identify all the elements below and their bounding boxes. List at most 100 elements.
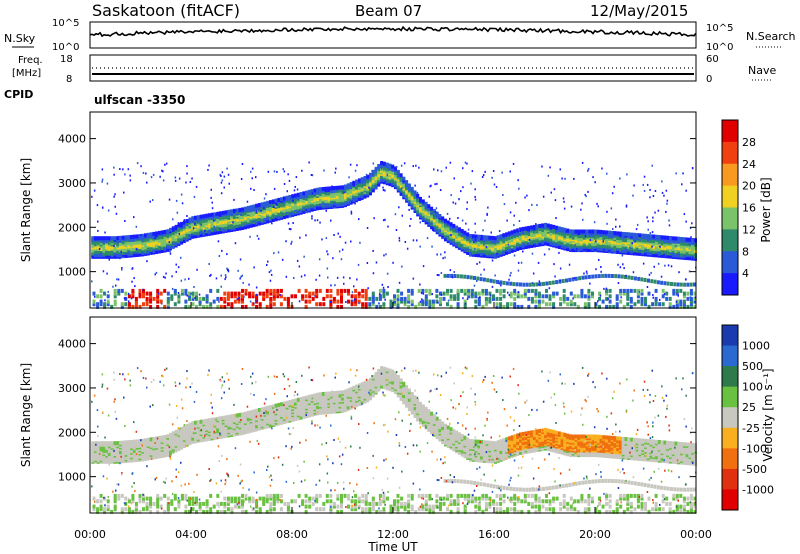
power-near-cell (332, 296, 336, 301)
power-near-cell (495, 296, 499, 301)
power-near-cell (110, 304, 114, 309)
power-speckle (250, 187, 252, 190)
power-near-cell (340, 291, 343, 296)
power-speckle (305, 234, 307, 237)
power-near-cell (149, 291, 153, 296)
power-near-cell (477, 302, 481, 307)
power-near-cell (340, 304, 343, 309)
power-near-cell (640, 288, 644, 293)
power-speckle (213, 225, 215, 228)
power-speckle (121, 268, 123, 271)
power-speckle (293, 277, 295, 279)
power-speckle (558, 251, 560, 254)
power-band-cell (149, 232, 153, 237)
power-lower-band-cell (469, 275, 473, 280)
power-near-cell (389, 302, 393, 307)
velocity-band-cell (216, 416, 220, 421)
power-speckle (149, 200, 151, 203)
power-speckle (273, 206, 275, 209)
power-near-cell (417, 288, 421, 293)
power-near-cell (541, 294, 545, 299)
power-speckle (638, 290, 641, 293)
power-near-cell (633, 302, 637, 307)
power-speckle (541, 224, 544, 227)
power-near-cell (400, 299, 404, 304)
power-speckle (145, 172, 147, 175)
power-lower-band-cell (558, 279, 562, 284)
power-near-cell (219, 296, 223, 301)
power-near-cell (449, 296, 453, 301)
power-near-cell (608, 304, 612, 309)
power-speckle (517, 261, 520, 264)
power-speckle (594, 181, 596, 184)
power-band-cell (235, 208, 239, 213)
power-near-cell (682, 294, 686, 299)
power-speckle (325, 209, 327, 212)
power-lower-band-cell (538, 282, 542, 287)
power-speckle (382, 186, 384, 189)
power-speckle (227, 173, 230, 176)
power-speckle (208, 263, 210, 265)
power-near-cell (393, 299, 396, 304)
power-near-cell (198, 299, 202, 304)
velocity-band-cell (163, 434, 167, 439)
power-band-cell (616, 231, 620, 236)
power-near-cell (665, 291, 669, 296)
power-speckle (515, 201, 517, 204)
power-speckle (172, 218, 174, 221)
power-near-cell (375, 304, 379, 309)
power-near-cell (142, 302, 145, 307)
power-band-cell (305, 190, 309, 195)
power-band-cell (363, 176, 367, 180)
power-near-cell (301, 294, 305, 299)
power-band-cell (269, 200, 272, 205)
power-near-cell (665, 296, 669, 301)
power-speckle (242, 281, 244, 284)
power-band-cell (560, 227, 564, 232)
power-near-cell (545, 294, 548, 299)
power-near-cell (163, 304, 167, 309)
power-speckle (180, 256, 182, 259)
power-near-cell (103, 302, 107, 307)
noise-right-tick-bottom: 10^0 (706, 42, 733, 53)
power-near-cell (499, 302, 503, 307)
power-speckle (493, 183, 496, 186)
power-speckle (251, 167, 254, 170)
power-speckle (220, 192, 223, 195)
power-band-cell (630, 232, 634, 237)
power-near-cell (308, 299, 312, 304)
power-near-cell (343, 288, 347, 293)
power-speckle (689, 296, 692, 299)
power-speckle (642, 183, 644, 186)
power-band-cell (185, 219, 189, 223)
velocity-band-cell (246, 410, 250, 415)
power-speckle (114, 193, 116, 196)
power-speckle (218, 255, 221, 257)
power-speckle (419, 300, 422, 303)
power-band-cell (566, 228, 570, 233)
power-speckle (449, 217, 451, 220)
power-speckle (613, 185, 615, 188)
power-speckle (573, 277, 576, 280)
power-near-cell (205, 299, 209, 304)
power-speckle (513, 224, 515, 227)
power-speckle (559, 168, 561, 171)
power-near-cell (226, 296, 230, 301)
power-colorbar-swatch (722, 120, 738, 143)
power-band-cell (641, 233, 645, 238)
power-speckle (146, 181, 148, 184)
power-near-cell (248, 291, 252, 296)
power-lower-band-cell (555, 280, 559, 285)
power-speckle (553, 188, 556, 191)
power-near-cell (364, 288, 368, 293)
power-band-cell (657, 235, 661, 239)
power-near-cell (619, 288, 623, 293)
power-band-cell (652, 234, 656, 239)
power-near-cell (682, 304, 686, 309)
power-near-cell (439, 296, 442, 301)
power-near-cell (371, 302, 375, 307)
power-speckle (269, 279, 272, 282)
power-speckle (398, 237, 401, 240)
power-band-cell (166, 229, 170, 234)
power-near-cell (407, 296, 411, 301)
